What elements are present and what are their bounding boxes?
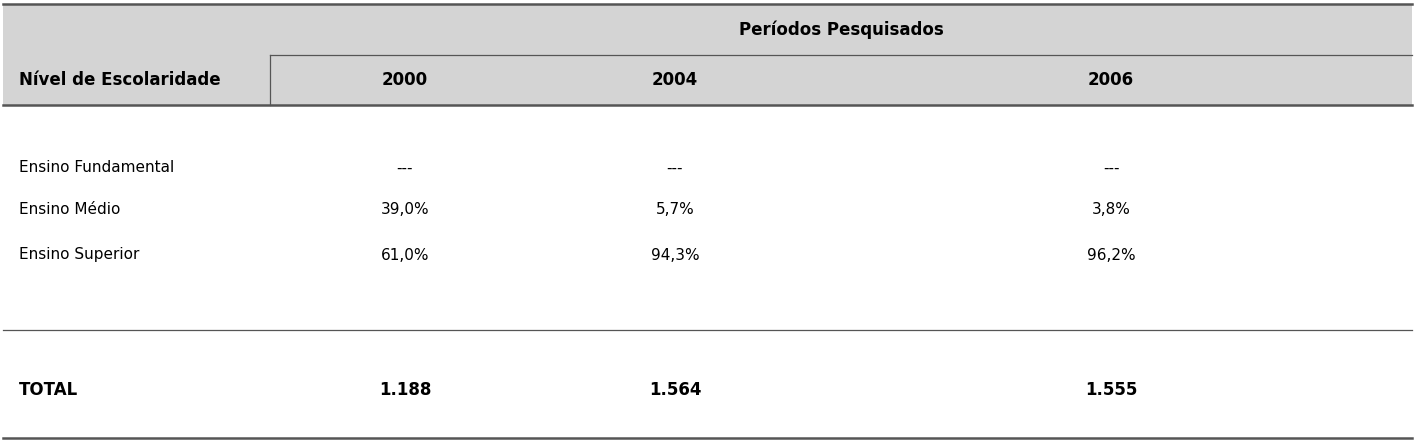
Text: 96,2%: 96,2%	[1087, 248, 1135, 262]
Text: 2000: 2000	[382, 71, 429, 89]
Text: Períodos Pesquisados: Períodos Pesquisados	[739, 20, 944, 39]
Text: Ensino Superior: Ensino Superior	[18, 248, 140, 262]
Text: 61,0%: 61,0%	[381, 248, 429, 262]
Text: 3,8%: 3,8%	[1091, 202, 1131, 218]
Text: 94,3%: 94,3%	[651, 248, 699, 262]
Bar	[3, 4, 1412, 105]
Text: Ensino Fundamental: Ensino Fundamental	[18, 160, 174, 176]
Text: 39,0%: 39,0%	[381, 202, 429, 218]
Bar	[3, 105, 1412, 438]
Text: 2004: 2004	[652, 71, 698, 89]
Text: TOTAL: TOTAL	[18, 381, 78, 399]
Text: 1.188: 1.188	[379, 381, 432, 399]
Text: ---: ---	[396, 160, 413, 176]
Text: Ensino Médio: Ensino Médio	[18, 202, 120, 218]
Text: ---: ---	[1102, 160, 1119, 176]
Text: Nível de Escolaridade: Nível de Escolaridade	[18, 71, 221, 89]
Text: 1.555: 1.555	[1085, 381, 1138, 399]
Text: 2006: 2006	[1088, 71, 1133, 89]
Text: 5,7%: 5,7%	[655, 202, 695, 218]
Text: ---: ---	[666, 160, 683, 176]
Text: 1.564: 1.564	[648, 381, 702, 399]
